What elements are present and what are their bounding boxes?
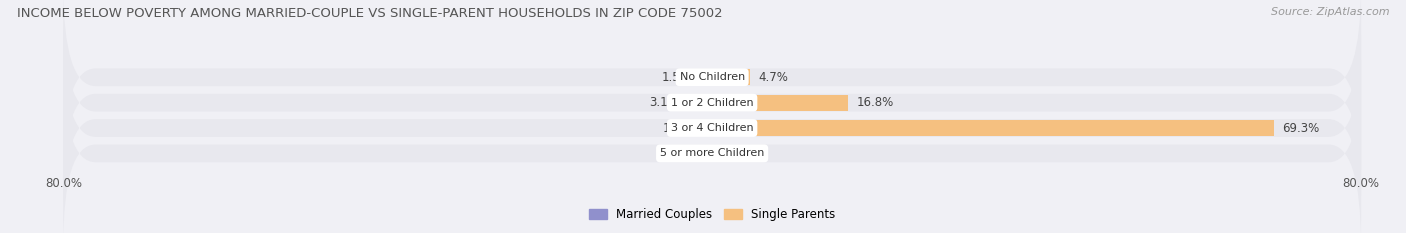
Text: 0.0%: 0.0% xyxy=(675,147,704,160)
Text: 3 or 4 Children: 3 or 4 Children xyxy=(671,123,754,133)
FancyBboxPatch shape xyxy=(63,61,1361,233)
Text: 16.8%: 16.8% xyxy=(856,96,894,109)
Bar xyxy=(713,95,848,110)
FancyBboxPatch shape xyxy=(63,10,1361,195)
Text: INCOME BELOW POVERTY AMONG MARRIED-COUPLE VS SINGLE-PARENT HOUSEHOLDS IN ZIP COD: INCOME BELOW POVERTY AMONG MARRIED-COUPL… xyxy=(17,7,723,20)
Text: 1.5%: 1.5% xyxy=(662,71,692,84)
Text: No Children: No Children xyxy=(679,72,745,82)
Text: 1 or 2 Children: 1 or 2 Children xyxy=(671,98,754,108)
Bar xyxy=(688,95,713,110)
Text: Source: ZipAtlas.com: Source: ZipAtlas.com xyxy=(1271,7,1389,17)
Text: 5 or more Children: 5 or more Children xyxy=(659,148,765,158)
Text: 0.0%: 0.0% xyxy=(720,147,749,160)
Bar xyxy=(700,69,713,85)
Bar xyxy=(700,120,713,136)
Text: 3.1%: 3.1% xyxy=(650,96,679,109)
Text: 4.7%: 4.7% xyxy=(758,71,789,84)
Legend: Married Couples, Single Parents: Married Couples, Single Parents xyxy=(583,203,841,226)
Text: 69.3%: 69.3% xyxy=(1282,122,1320,134)
Text: 1.4%: 1.4% xyxy=(662,122,693,134)
Bar xyxy=(713,120,1274,136)
Bar xyxy=(713,69,751,85)
FancyBboxPatch shape xyxy=(63,35,1361,221)
FancyBboxPatch shape xyxy=(63,0,1361,170)
